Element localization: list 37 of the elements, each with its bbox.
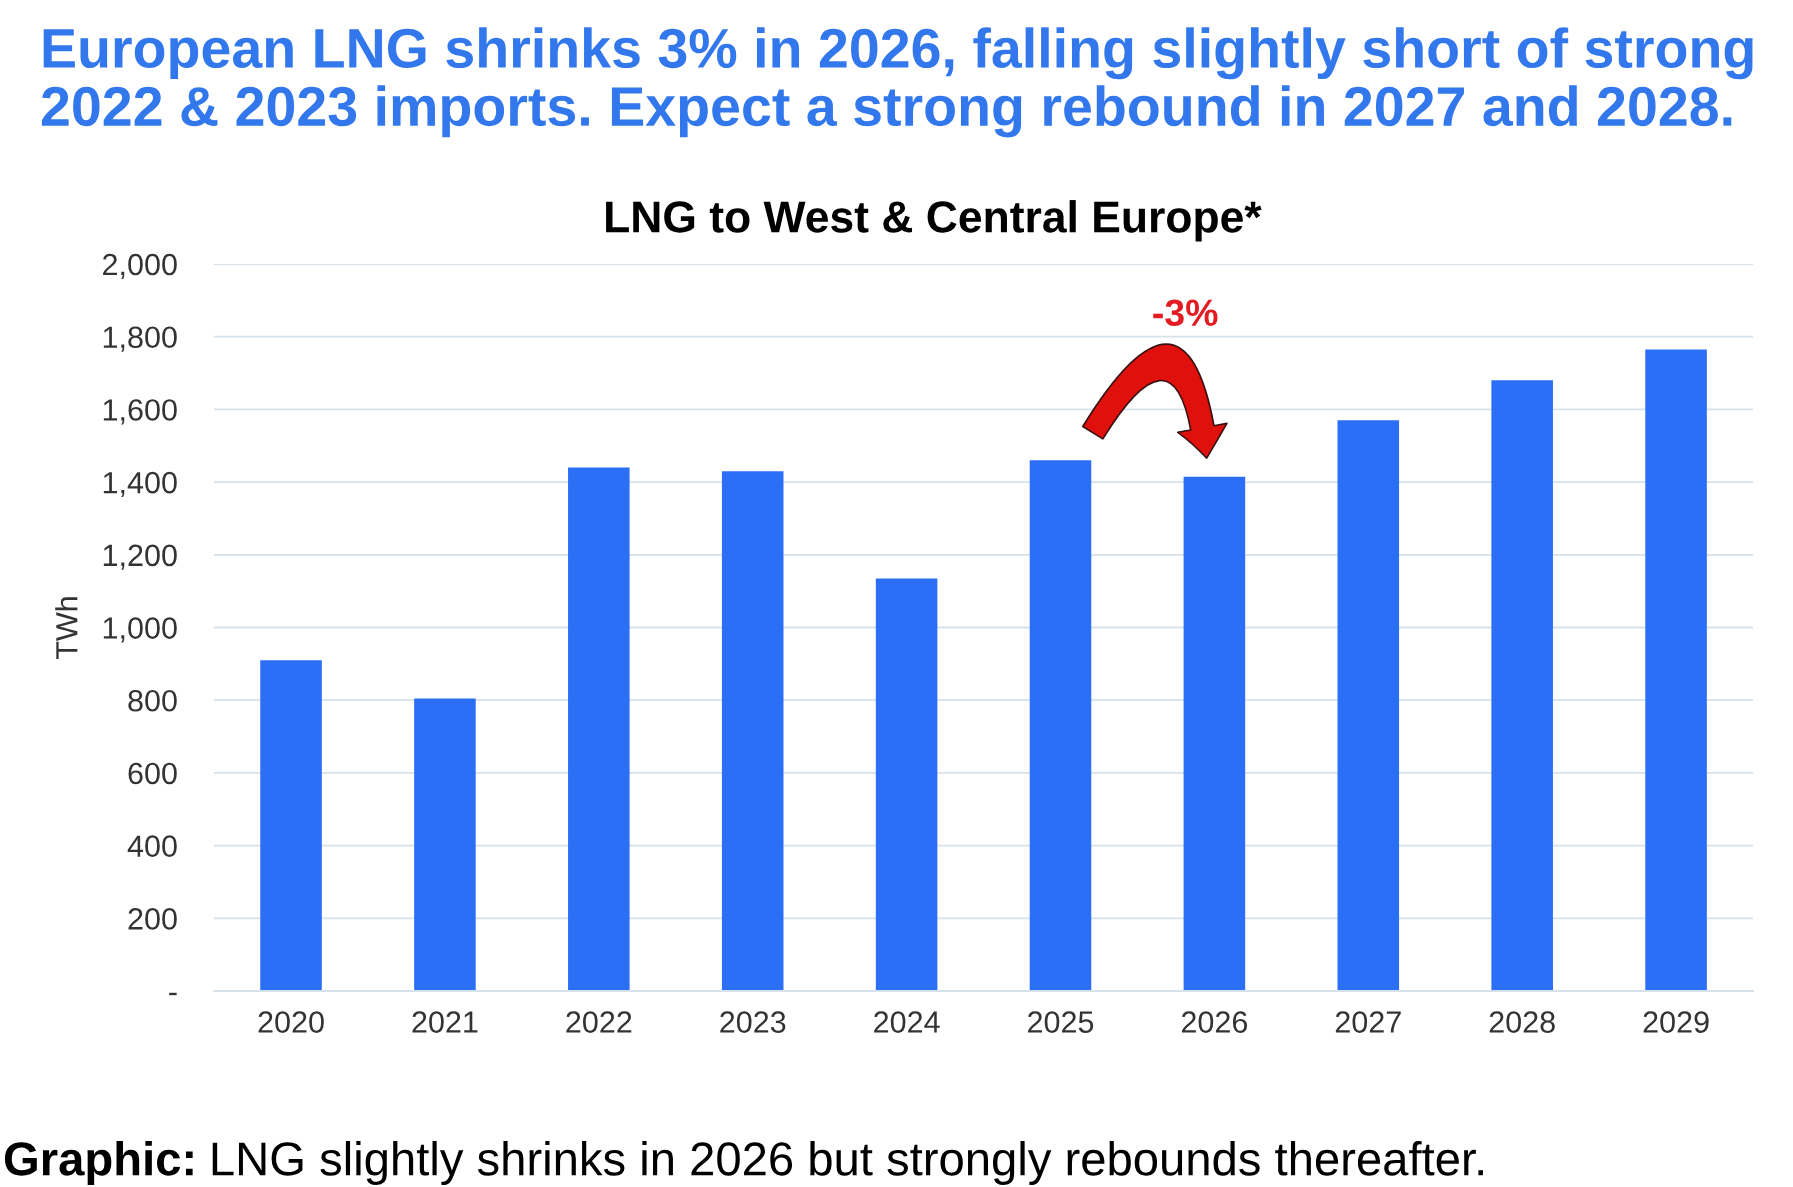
x-tick-label: 2027 bbox=[1335, 1011, 1401, 1033]
bar bbox=[1029, 460, 1092, 992]
bar bbox=[568, 467, 630, 992]
x-tick-label: 2029 bbox=[1643, 1011, 1709, 1033]
y-tick-label: 1,000 bbox=[103, 617, 177, 643]
x-tick-label: 2025 bbox=[1028, 1011, 1094, 1033]
y-tick-label: 1,600 bbox=[103, 399, 177, 425]
y-tick-label: 1,400 bbox=[103, 471, 177, 498]
x-tick-label: 2023 bbox=[720, 1011, 786, 1033]
bar bbox=[260, 660, 322, 992]
text: Graphic: bbox=[4, 1141, 193, 1186]
y-tick-label: 200 bbox=[128, 908, 177, 930]
bar bbox=[1645, 349, 1707, 992]
bar bbox=[1491, 380, 1553, 992]
x-tick-label: 2020 bbox=[258, 1011, 324, 1033]
y-tick-label: 600 bbox=[128, 762, 177, 785]
y-tick-label: 1,800 bbox=[103, 326, 177, 352]
chart-title: European LNG shrinks 3% in 2026, falling slightly short of strong 2022 & 2023 imports. Expect a strong rebound in 2027 and 2028. bbox=[41, 27, 1753, 138]
y-tick-label: 800 bbox=[128, 689, 177, 712]
text: LNG slightly shrinks in 2026 but strongly rebounds thereafter. bbox=[212, 1141, 1483, 1186]
x-tick-label: 2021 bbox=[412, 1011, 478, 1033]
x-tick-label: 2026 bbox=[1181, 1011, 1248, 1033]
y-tick-label: - bbox=[169, 992, 177, 996]
annotation: -3% bbox=[1153, 299, 1218, 327]
x-tick-label: 2024 bbox=[874, 1011, 940, 1033]
bar bbox=[414, 698, 476, 992]
bar bbox=[721, 471, 784, 992]
y-tick-label: 1,200 bbox=[103, 544, 177, 570]
chart-subtitle: LNG to West & Central Europe* bbox=[606, 200, 1262, 242]
x-tick-label: 2028 bbox=[1489, 1011, 1555, 1033]
y-axis-title: TWh bbox=[55, 597, 78, 660]
bar bbox=[1337, 420, 1400, 992]
y-tick-label: 2,000 bbox=[103, 253, 177, 279]
y-tick-label: 400 bbox=[127, 835, 177, 857]
bar bbox=[1183, 476, 1246, 992]
x-tick-label: 2022 bbox=[566, 1011, 632, 1033]
bar bbox=[875, 578, 938, 992]
